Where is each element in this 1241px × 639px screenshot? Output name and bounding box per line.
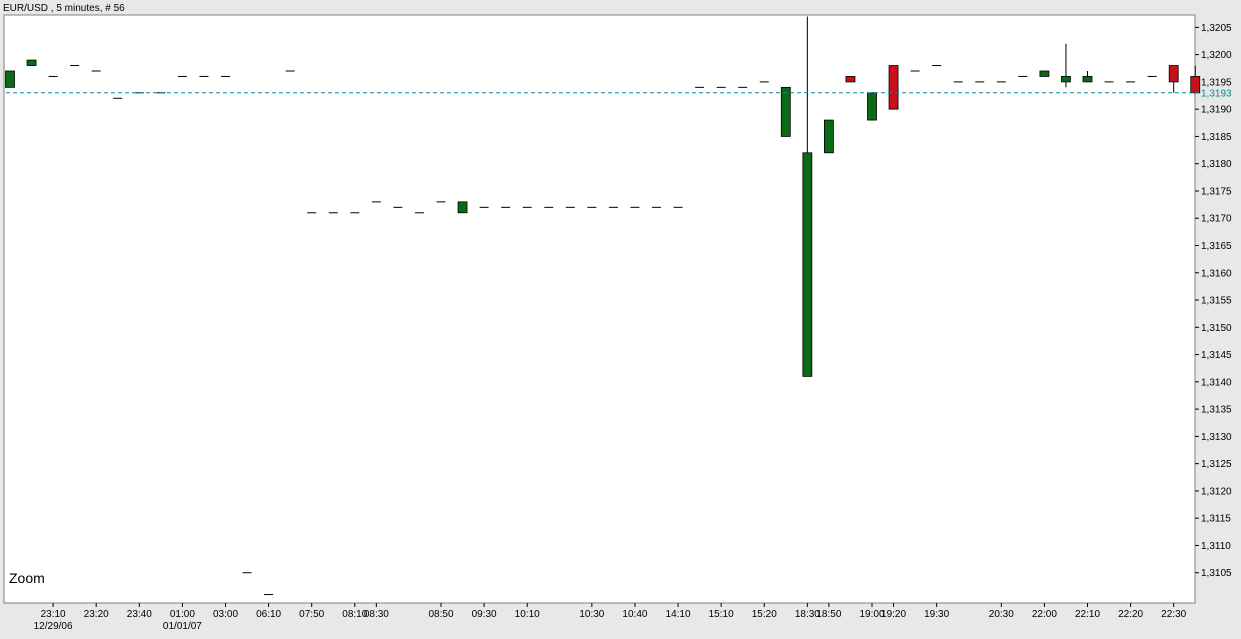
x-tick-label: 22:30 [1161,609,1186,620]
candle-body-up [824,119,834,154]
x-tick-label: 09:30 [472,609,497,620]
candle[interactable] [845,76,856,83]
candle[interactable] [1168,65,1179,93]
x-tick-label: 23:10 [41,609,66,620]
candle-body-up [457,201,468,214]
x-tick-label: 15:20 [752,609,777,620]
chart-title: EUR/USD , 5 minutes, # 56 [3,3,125,14]
y-tick-label: 1,3190 [1201,105,1232,116]
candle-body-up [1061,76,1071,83]
x-tick-label: 22:00 [1032,609,1057,620]
plot-area[interactable] [3,14,1196,604]
x-tick-label: 10:40 [622,609,647,620]
y-tick-label: 1,3120 [1201,486,1232,497]
x-tick-label: 10:10 [515,609,540,620]
y-tick-label: 1,3145 [1201,350,1232,361]
y-tick-label: 1,3105 [1201,568,1232,579]
x-tick-label: 08:10 [342,609,367,620]
y-tick-label: 1,3185 [1201,132,1232,143]
candle-body-up [802,152,813,377]
y-tick-label: 1,3180 [1201,159,1232,170]
candle-body-down [845,76,856,83]
x-tick-label: 18:50 [816,609,841,620]
x-tick-label: 20:30 [989,609,1014,620]
y-tick-label: 1,3115 [1201,514,1231,525]
x-tick-label: 08:50 [428,609,453,620]
y-axis: 1,3105 1,3110 1,3115 1,3120 1,3125 1,3130 1,31… [1195,23,1232,579]
x-date-label: 01/01/07 [163,621,202,632]
y-tick-label: 1,3200 [1201,50,1232,61]
candle[interactable] [1061,43,1071,88]
y-tick-label: 1,3160 [1201,268,1232,279]
y-tick-label: 1,3135 [1201,405,1232,416]
x-tick-label: 23:40 [127,609,152,620]
x-tick-label: 19:20 [881,609,906,620]
x-tick-label: 03:00 [213,609,238,620]
x-tick-label: 19:30 [924,609,949,620]
candle[interactable] [457,201,468,214]
candle-body-down [1168,65,1179,83]
x-date-label: 12/29/06 [34,621,73,632]
x-tick-label: 22:10 [1075,609,1100,620]
candle-body-up [1039,70,1050,77]
candle[interactable] [802,16,813,377]
x-tick-label: 07:50 [299,609,324,620]
x-tick-label: 08:30 [364,609,389,620]
candle-body-up [867,92,877,121]
candle[interactable] [1082,70,1093,83]
x-tick-label: 06:10 [256,609,281,620]
zoom-label[interactable]: Zoom [9,570,45,586]
y-tick-label: 1,3130 [1201,432,1232,443]
x-axis: 23:10 23:20 23:40 01:00 03:00 06:10 07:50 08:10… [34,603,1187,632]
last-price-label: 1,3193 [1201,88,1232,99]
y-tick-label: 1,3155 [1201,296,1232,307]
candle[interactable] [867,92,877,121]
x-tick-label: 23:20 [84,609,109,620]
x-tick-label: 19:00 [859,609,884,620]
y-tick-label: 1,3125 [1201,459,1232,470]
y-tick-label: 1,3205 [1201,23,1232,34]
y-tick-label: 1,3150 [1201,323,1232,334]
x-tick-label: 22:20 [1118,609,1143,620]
candle[interactable] [5,70,15,88]
y-tick-label: 1,3170 [1201,214,1232,225]
x-tick-label: 18:30 [795,609,820,620]
candle[interactable] [1039,70,1050,77]
candle-body-up [5,70,15,88]
y-tick-label: 1,3195 [1201,77,1232,88]
candle-body-down [1190,76,1201,94]
x-tick-label: 14:10 [666,609,691,620]
candle[interactable] [824,119,834,154]
y-tick-label: 1,3140 [1201,377,1232,388]
y-tick-label: 1,3175 [1201,186,1232,197]
candle-body-up [26,59,37,66]
x-tick-label: 15:10 [709,609,734,620]
candle-body-up [1082,76,1093,83]
candle[interactable] [780,86,791,137]
y-tick-label: 1,3165 [1201,241,1232,252]
candle-body-up [780,86,791,137]
x-tick-label: 10:30 [579,609,604,620]
y-tick-label: 1,3110 [1201,541,1231,552]
candle[interactable] [888,65,899,110]
candle[interactable] [26,59,37,66]
candle-body-down [888,65,899,110]
last-price-line-group: 1,3193 [6,88,1232,99]
x-tick-label: 01:00 [170,609,195,620]
